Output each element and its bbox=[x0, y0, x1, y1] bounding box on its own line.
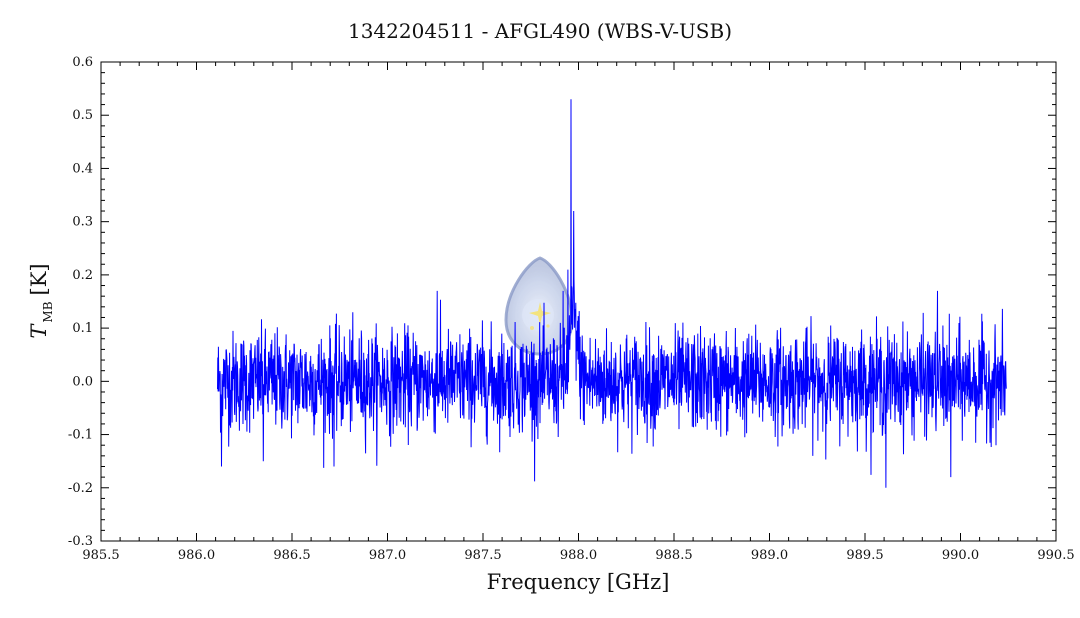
y-tick-label: 0.5 bbox=[72, 108, 93, 123]
x-tick-label: 989.5 bbox=[846, 548, 883, 563]
x-tick-label: 988.5 bbox=[655, 548, 692, 563]
y-tick-labels: -0.3 -0.2 -0.1 0.0 0.1 0.2 0.3 0.4 0.5 0.6 bbox=[68, 55, 93, 549]
x-tick-label: 987.0 bbox=[369, 548, 406, 563]
y-tick-label: 0.2 bbox=[72, 268, 93, 283]
x-tick-labels: 985.5 986.0 986.5 987.0 987.5 988.0 988.5 989.0… bbox=[82, 548, 1074, 563]
y-axis-label-sub: MB bbox=[41, 301, 55, 322]
x-tick-label: 986.0 bbox=[178, 548, 215, 563]
axis-ticks bbox=[100, 61, 1057, 542]
plot-frame bbox=[100, 61, 1057, 542]
y-axis-label-unit: [K] bbox=[27, 263, 51, 295]
x-tick-label: 990.0 bbox=[942, 548, 979, 563]
y-tick-label: 0.3 bbox=[72, 215, 93, 230]
y-axis-label: TMB [K] bbox=[27, 263, 55, 338]
spectrum-trace bbox=[217, 99, 1007, 488]
y-tick-label: 0.1 bbox=[72, 321, 93, 336]
x-tick-label: 987.5 bbox=[464, 548, 501, 563]
chart-title: 1342204511 - AFGL490 (WBS-V-USB) bbox=[348, 19, 732, 43]
y-tick-label: -0.3 bbox=[68, 534, 93, 549]
svg-text:TMB[K]: TMB [K] bbox=[27, 263, 55, 338]
x-tick-label: 985.5 bbox=[82, 548, 119, 563]
x-axis-label: Frequency [GHz] bbox=[487, 570, 670, 594]
x-tick-label: 986.5 bbox=[273, 548, 310, 563]
y-axis-label-main: T bbox=[27, 323, 51, 339]
y-tick-label: -0.1 bbox=[68, 428, 93, 443]
y-tick-label: -0.2 bbox=[68, 481, 93, 496]
herschel-logo-icon bbox=[504, 256, 574, 356]
x-tick-label: 988.0 bbox=[560, 548, 597, 563]
y-tick-label: 0.4 bbox=[72, 161, 93, 176]
y-tick-label: 0.6 bbox=[72, 55, 93, 70]
x-tick-label: 990.5 bbox=[1037, 548, 1074, 563]
y-tick-label: 0.0 bbox=[72, 374, 93, 389]
x-tick-label: 989.0 bbox=[751, 548, 788, 563]
